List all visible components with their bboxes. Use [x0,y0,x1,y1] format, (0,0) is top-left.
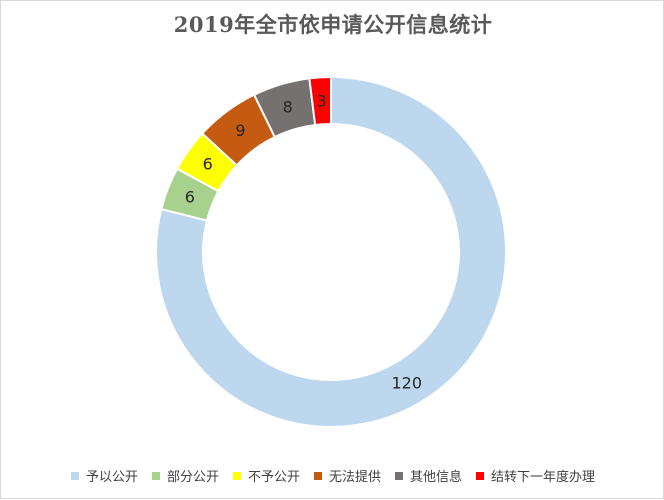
data-label-4: 9 [235,121,245,140]
data-label-5: 8 [283,97,293,116]
legend-label: 予以公开 [85,470,138,485]
legend-item-3: 不予公开 [232,466,300,485]
donut-slice-6 [308,75,332,127]
donut-slice-1 [155,75,507,428]
data-label-1: 120 [391,374,422,393]
chart-title: 2019年全市依申请公开信息统计 [173,12,493,37]
legend-item-5: 其他信息 [395,466,462,485]
legend-swatch [232,471,241,480]
legend-label: 无法提供 [329,470,382,485]
legend-label: 其他信息 [410,470,463,485]
legend-label: 结转下一年度办理 [491,470,596,485]
legend-label: 不予公开 [247,470,300,485]
data-label-6: 3 [317,91,327,110]
legend-swatch [151,471,160,480]
legend-swatch [314,471,322,480]
legend-item-6: 结转下一年度办理 [476,466,595,485]
legend-swatch [476,471,485,480]
legend-item-4: 无法提供 [314,466,381,485]
legend-label: 部分公开 [166,470,219,485]
data-label-3: 6 [203,154,213,173]
legend-swatch [70,471,79,480]
legend-item-2: 部分公开 [151,466,219,485]
data-label-2: 6 [185,187,195,206]
chart-legend: 予以公开 部分公开 不予公开 无法提供 其他信息 结转下一年度办理 [1,466,664,485]
legend-swatch [395,471,404,480]
legend-item-1: 予以公开 [70,466,138,485]
